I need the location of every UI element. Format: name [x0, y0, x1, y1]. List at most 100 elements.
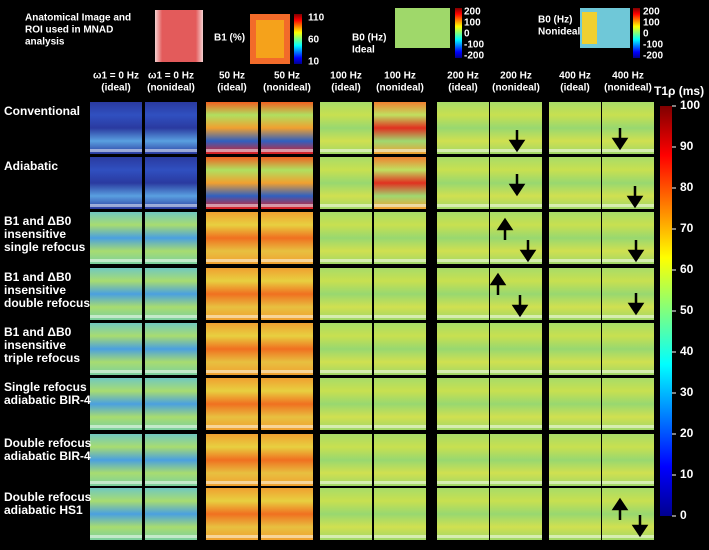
panel-edge — [320, 535, 372, 538]
panel-edge — [206, 425, 258, 428]
b0-ideal-label: Ideal — [352, 45, 375, 56]
map-panel — [374, 323, 426, 375]
arrow — [631, 515, 649, 538]
map-panel — [261, 488, 313, 540]
arrow — [511, 295, 529, 318]
b0-ideal-image — [395, 8, 450, 48]
arrow — [611, 128, 629, 151]
colorbar-tick-label: 200 — [643, 7, 660, 18]
panel-edge — [90, 315, 142, 318]
colorbar-label: T1ρ (ms) — [654, 84, 704, 98]
column-header: 100 Hz — [330, 71, 362, 82]
column-header: 400 Hz — [612, 71, 644, 82]
map-panel — [261, 212, 313, 264]
panel-edge — [549, 204, 601, 207]
row-label: triple refocus — [4, 351, 80, 365]
colorbar-tick-label: 110 — [308, 13, 325, 24]
map-panel — [145, 157, 197, 209]
map-panel — [206, 434, 258, 486]
colorbar-tick-label: 0 — [464, 29, 470, 40]
b0-nonideal-label: Nonideal — [538, 27, 580, 38]
map-panel — [206, 488, 258, 540]
map-panel — [437, 212, 489, 264]
column-header: (nonideal) — [492, 83, 540, 94]
panel-edge — [490, 259, 542, 262]
panel-edge — [490, 370, 542, 373]
column-header: 200 Hz — [447, 71, 479, 82]
panel-edge — [320, 149, 372, 152]
t1rho-colorbar — [660, 106, 672, 516]
panel-edge — [602, 149, 654, 152]
b1-colorbar — [294, 14, 302, 64]
column-header: (nonideal) — [147, 83, 195, 94]
map-panel — [261, 268, 313, 320]
panel-edge — [437, 535, 489, 538]
map-panel — [206, 268, 258, 320]
roi-caption: ROI used in MNAD — [25, 25, 113, 36]
panel-edge — [145, 315, 197, 318]
panel-edge — [320, 425, 372, 428]
arrow — [519, 240, 537, 263]
colorbar-tick-label: 20 — [680, 426, 694, 440]
column-header: 400 Hz — [559, 71, 591, 82]
map-panel — [206, 102, 258, 154]
map-panel — [320, 212, 372, 264]
panel-edge — [490, 535, 542, 538]
map-panel — [602, 212, 654, 264]
panel-edge — [90, 370, 142, 373]
row-label: Double refocus — [4, 490, 92, 504]
roi-caption: Anatomical Image and — [25, 13, 131, 24]
map-panel — [261, 378, 313, 430]
panel-edge — [437, 481, 489, 484]
panel-edge — [549, 425, 601, 428]
map-panel — [437, 488, 489, 540]
panel-edge — [374, 149, 426, 152]
panel-edge — [490, 481, 542, 484]
map-panel — [602, 323, 654, 375]
panel-edge — [145, 370, 197, 373]
map-panel — [261, 157, 313, 209]
map-panel — [320, 488, 372, 540]
arrow — [611, 497, 629, 520]
colorbar-tick-label: 10 — [680, 467, 694, 481]
panel-edge — [261, 535, 313, 538]
row-label: double refocus — [4, 296, 90, 310]
colorbar-tick-label: 60 — [308, 35, 320, 46]
panel-edge — [437, 149, 489, 152]
panel-edge — [602, 481, 654, 484]
column-header: (ideal) — [560, 83, 589, 94]
map-panel — [374, 268, 426, 320]
colorbar-tick-label: -200 — [643, 51, 663, 62]
colorbar-tick-label: -100 — [643, 40, 663, 51]
colorbar-tick-label: 50 — [680, 303, 694, 317]
panel-edge — [437, 425, 489, 428]
map-panel — [549, 102, 601, 154]
map-panel — [261, 434, 313, 486]
panel-edge — [145, 425, 197, 428]
panel-edge — [602, 259, 654, 262]
map-panel — [145, 434, 197, 486]
map-panel — [437, 157, 489, 209]
map-panel — [490, 212, 542, 264]
map-panel — [437, 268, 489, 320]
row-label: Double refocus — [4, 436, 92, 450]
panel-edge — [320, 370, 372, 373]
colorbar-tick-label: 10 — [308, 57, 320, 68]
row-label: Adiabatic — [4, 159, 58, 173]
map-panel — [320, 323, 372, 375]
map-panel — [90, 102, 142, 154]
colorbar-tick-label: 0 — [643, 29, 649, 40]
panel-edge — [145, 481, 197, 484]
panel-edge — [437, 204, 489, 207]
colorbar-tick-label: 60 — [680, 262, 694, 276]
colorbar-tick-label: 0 — [680, 508, 687, 522]
column-header: ω1 = 0 Hz — [93, 71, 139, 82]
map-panel — [549, 378, 601, 430]
map-panel — [206, 157, 258, 209]
row-label: adiabatic HS1 — [4, 503, 83, 517]
map-panel — [490, 323, 542, 375]
row-label: insensitive — [4, 283, 66, 297]
panel-edge — [549, 370, 601, 373]
map-panel — [145, 323, 197, 375]
